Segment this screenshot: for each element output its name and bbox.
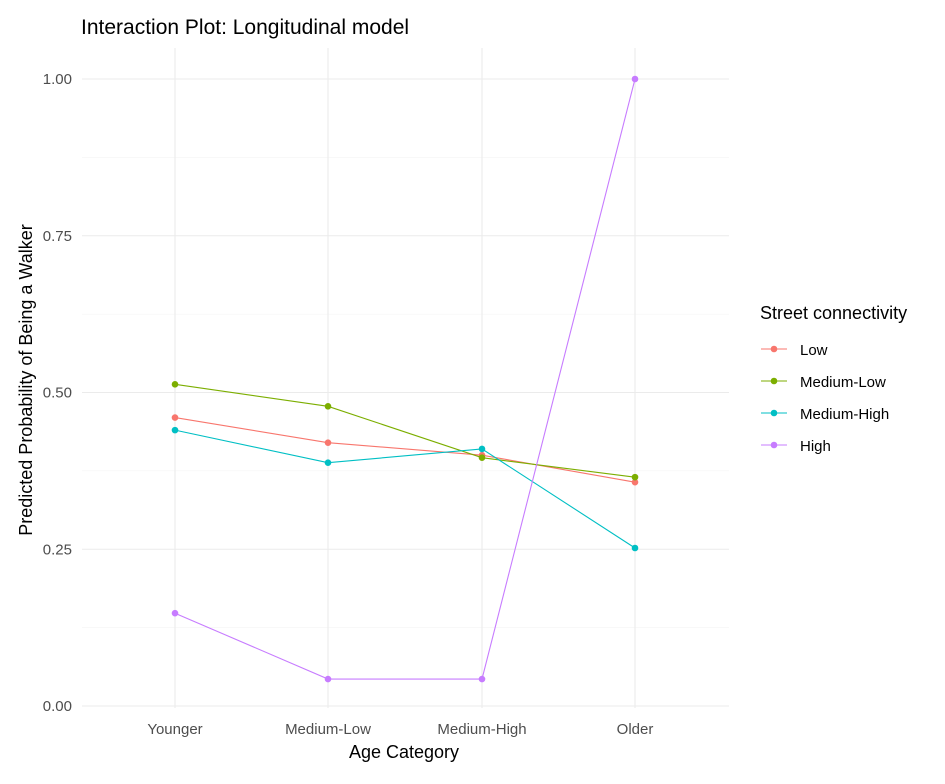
data-point (171, 609, 179, 617)
legend-key-point (770, 377, 778, 385)
data-point (478, 675, 486, 683)
legend-label: Medium-Low (800, 374, 886, 391)
data-point (631, 544, 639, 552)
series-medium-high (171, 426, 639, 552)
grid (82, 48, 729, 708)
y-axis-ticks: 0.00 0.25 0.50 0.75 1.00 (43, 71, 72, 715)
data-point (478, 454, 486, 462)
legend-key-point (770, 409, 778, 417)
x-tick-label: Older (617, 721, 654, 738)
legend-label: High (800, 438, 831, 455)
y-tick-label: 0.25 (43, 541, 72, 558)
data-point (171, 426, 179, 434)
data-point (478, 445, 486, 453)
data-point (324, 439, 332, 446)
y-tick-label: 0.00 (43, 698, 72, 715)
data-point (171, 414, 179, 421)
series-low (171, 414, 639, 486)
data-point (324, 402, 332, 410)
legend-item: High (761, 438, 831, 455)
y-tick-label: 1.00 (43, 71, 72, 88)
x-axis-label: Age Category (349, 742, 459, 762)
data-point (324, 459, 332, 467)
chart-title: Interaction Plot: Longitudinal model (81, 16, 409, 39)
legend-label: Low (800, 342, 828, 359)
legend-items: Low Medium-Low Medium-High High (761, 342, 889, 455)
series-line (174, 429, 636, 549)
x-axis-ticks: Younger Medium-Low Medium-High Older (147, 721, 653, 738)
data-point (631, 478, 639, 486)
legend-item: Medium-High (761, 406, 889, 423)
data-point (324, 675, 332, 683)
x-tick-label: Medium-High (437, 721, 526, 738)
series-line (174, 78, 636, 680)
data-point (631, 75, 639, 83)
legend: Street connectivity Low Medium-Low Medium-… (760, 303, 907, 455)
legend-item: Medium-Low (761, 374, 886, 391)
y-axis-label: Predicted Probability of Being a Walker (16, 224, 36, 535)
y-tick-label: 0.50 (43, 385, 72, 402)
series-layer (171, 75, 639, 683)
data-point (171, 381, 179, 388)
x-tick-label: Younger (147, 721, 202, 738)
legend-title: Street connectivity (760, 303, 907, 323)
legend-label: Medium-High (800, 406, 889, 423)
series-medium-low (171, 381, 639, 481)
x-tick-label: Medium-Low (285, 721, 371, 738)
series-high (171, 75, 639, 683)
legend-key-point (770, 441, 778, 449)
legend-key-point (770, 345, 778, 353)
series-line (174, 383, 636, 478)
data-point (631, 473, 639, 481)
y-tick-label: 0.75 (43, 228, 72, 245)
series-line (174, 417, 636, 483)
legend-item: Low (761, 342, 828, 359)
